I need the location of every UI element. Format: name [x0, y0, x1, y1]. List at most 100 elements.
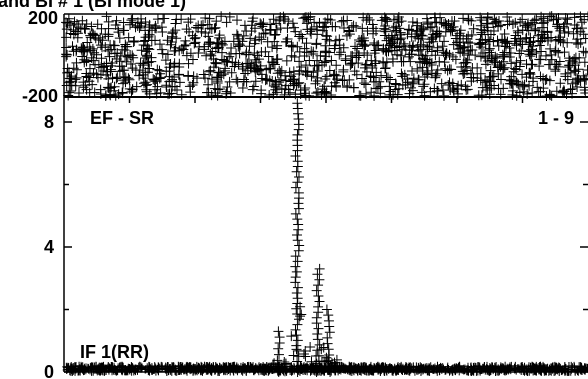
- phase-point: [575, 37, 586, 48]
- phase-point: [238, 76, 249, 87]
- phase-point: [87, 79, 98, 90]
- phase-point: [264, 90, 275, 101]
- amplitude-point: [273, 349, 284, 360]
- amplitude-point: [296, 309, 307, 320]
- phase-point: [405, 82, 416, 93]
- phase-point: [231, 48, 242, 59]
- amplitude-point: [207, 363, 216, 372]
- phase-point: [443, 19, 454, 30]
- phase-point: [514, 48, 525, 59]
- phase-point: [261, 64, 272, 75]
- phase-point: [226, 67, 237, 78]
- phase-point: [110, 19, 121, 30]
- phase-point: [270, 84, 281, 95]
- phase-point: [563, 53, 574, 64]
- phase-point: [256, 34, 267, 45]
- phase-point: [256, 19, 267, 30]
- phase-point: [79, 54, 90, 65]
- phase-point: [458, 33, 469, 44]
- phase-point: [128, 52, 139, 63]
- phase-point: [270, 29, 281, 40]
- baseline-label: EF - SR: [90, 108, 154, 128]
- phase-tick-label-top: 200: [28, 8, 58, 28]
- phase-point: [230, 57, 241, 68]
- phase-point: [222, 57, 233, 68]
- phase-point: [149, 75, 160, 86]
- phase-point: [485, 29, 496, 40]
- phase-point: [221, 56, 232, 67]
- phase-point: [473, 90, 484, 101]
- phase-point: [365, 70, 376, 81]
- phase-point: [492, 53, 503, 64]
- phase-point: [237, 83, 248, 94]
- phase-point: [231, 74, 242, 85]
- phase-point: [245, 33, 256, 44]
- amplitude-point: [312, 329, 323, 340]
- phase-point: [493, 68, 504, 79]
- phase-point: [234, 38, 245, 49]
- amplitude-point: [164, 366, 173, 375]
- phase-point: [426, 34, 437, 45]
- amplitude-point: [223, 367, 232, 376]
- phase-point: [510, 17, 521, 28]
- phase-point: [462, 54, 473, 65]
- phase-point: [458, 13, 469, 24]
- phase-point: [252, 50, 263, 61]
- phase-point: [434, 56, 445, 67]
- phase-point: [282, 34, 293, 45]
- phase-point: [87, 43, 98, 54]
- amplitude-point: [154, 367, 163, 376]
- phase-point: [312, 86, 323, 97]
- phase-point: [65, 86, 76, 97]
- phase-point: [552, 19, 563, 30]
- phase-point: [203, 31, 214, 42]
- phase-point: [452, 30, 463, 41]
- phase-point: [498, 51, 509, 62]
- amplitude-point: [186, 362, 195, 371]
- phase-point: [135, 21, 146, 32]
- phase-point: [69, 16, 80, 27]
- phase-point: [70, 26, 81, 37]
- phase-point: [367, 60, 378, 71]
- amplitude-point: [331, 354, 342, 365]
- phase-point: [140, 80, 151, 91]
- phase-point: [271, 87, 282, 98]
- amplitude-point: [292, 235, 303, 246]
- amplitude-point: [541, 364, 550, 373]
- amplitude-point: [291, 344, 302, 355]
- phase-point: [258, 28, 269, 39]
- phase-point: [93, 59, 104, 70]
- amplitude-point: [313, 323, 324, 334]
- phase-point: [63, 90, 74, 101]
- phase-point: [72, 32, 83, 43]
- phase-point: [381, 13, 392, 24]
- phase-point: [233, 41, 244, 52]
- phase-point: [416, 34, 427, 45]
- phase-point: [542, 15, 553, 26]
- amplitude-point: [292, 129, 303, 140]
- phase-point: [369, 48, 380, 59]
- phase-point: [348, 20, 359, 31]
- phase-point: [211, 37, 222, 48]
- phase-point: [313, 60, 324, 71]
- amplitude-point: [522, 364, 531, 373]
- phase-point: [112, 72, 123, 83]
- amplitude-point: [286, 331, 297, 342]
- phase-point: [286, 41, 297, 52]
- phase-point: [512, 77, 523, 88]
- phase-point: [321, 56, 332, 67]
- phase-point: [310, 78, 321, 89]
- amplitude-point: [108, 362, 117, 371]
- phase-point: [190, 37, 201, 48]
- phase-point: [61, 42, 72, 53]
- phase-point: [144, 44, 155, 55]
- phase-point: [144, 19, 155, 30]
- phase-point: [412, 63, 423, 74]
- phase-point: [482, 18, 493, 29]
- amplitude-point: [293, 172, 304, 183]
- phase-point: [287, 18, 298, 29]
- phase-point: [367, 19, 378, 30]
- amplitude-point: [311, 312, 322, 323]
- amplitude-point: [330, 361, 341, 372]
- phase-point: [580, 33, 588, 44]
